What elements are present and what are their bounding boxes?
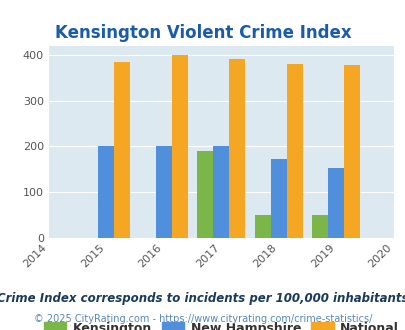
Bar bbox=[98, 147, 114, 238]
Legend: Kensington, New Hampshire, National: Kensington, New Hampshire, National bbox=[39, 316, 403, 330]
Bar bbox=[328, 168, 343, 238]
Bar bbox=[171, 55, 188, 238]
Bar bbox=[343, 65, 360, 238]
Text: Kensington Violent Crime Index: Kensington Violent Crime Index bbox=[55, 24, 350, 42]
Bar bbox=[311, 215, 328, 238]
Bar bbox=[286, 63, 302, 238]
Text: Crime Index corresponds to incidents per 100,000 inhabitants: Crime Index corresponds to incidents per… bbox=[0, 292, 405, 305]
Bar bbox=[229, 58, 245, 238]
Text: © 2025 CityRating.com - https://www.cityrating.com/crime-statistics/: © 2025 CityRating.com - https://www.city… bbox=[34, 314, 371, 324]
Bar bbox=[114, 62, 130, 238]
Bar bbox=[270, 159, 286, 238]
Bar bbox=[197, 151, 213, 238]
Bar bbox=[254, 215, 270, 238]
Bar bbox=[156, 147, 171, 238]
Bar bbox=[213, 147, 229, 238]
